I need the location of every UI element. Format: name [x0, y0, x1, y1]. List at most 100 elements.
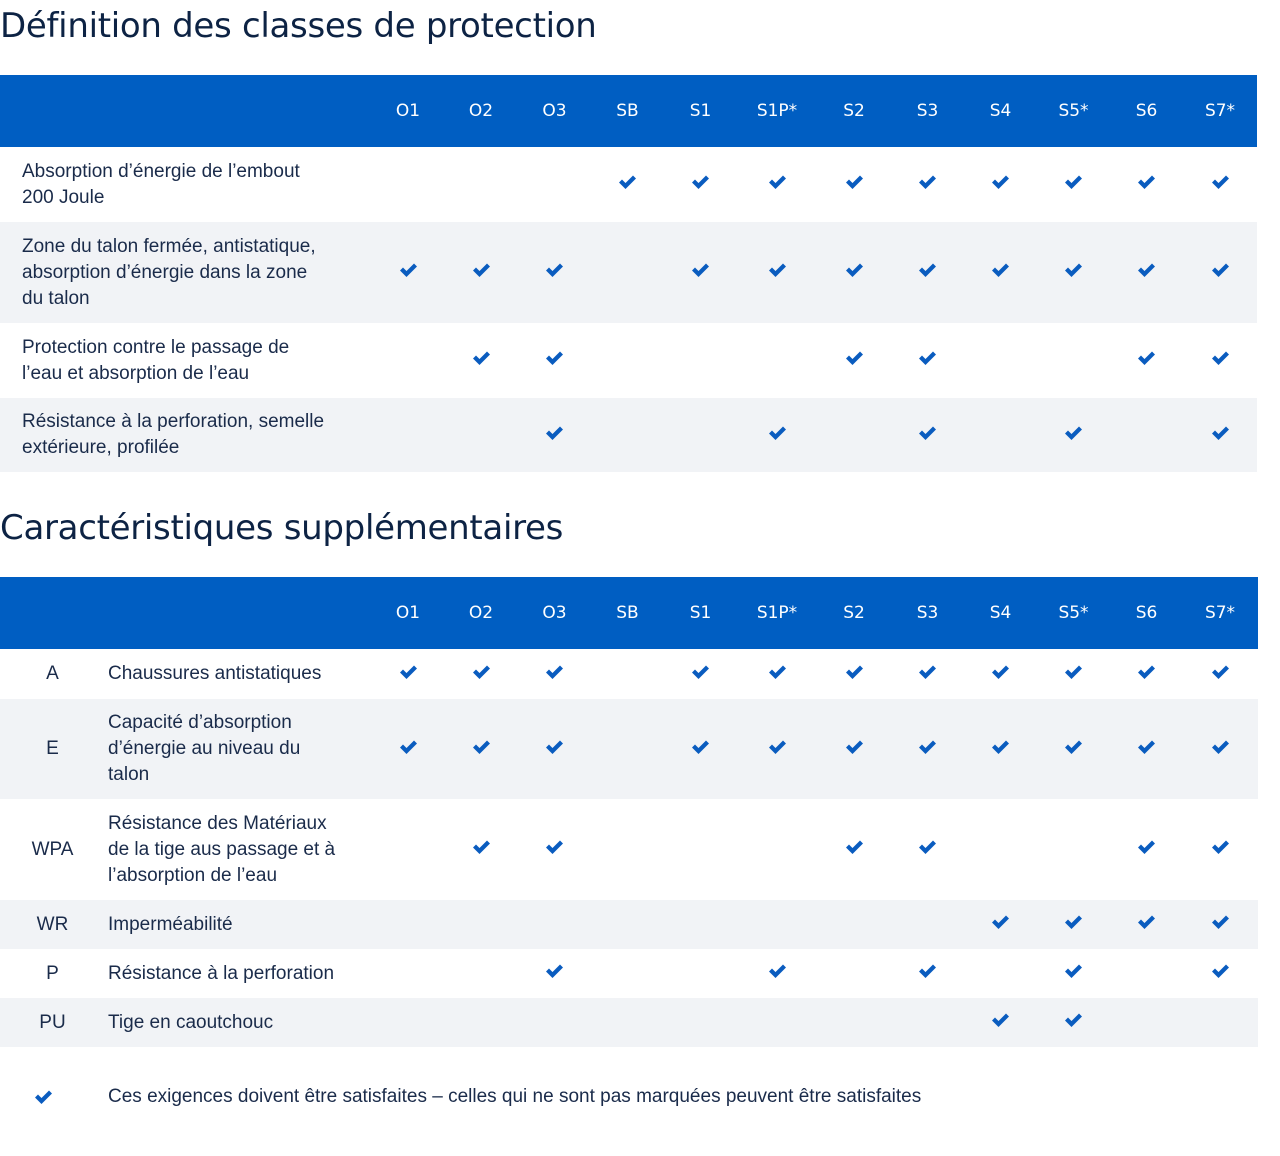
cell-checked: [964, 1012, 1037, 1033]
check-icon: [1064, 664, 1083, 685]
row-label: Résistance des Matériaux de la tige aus p…: [105, 811, 372, 889]
column-header-o3: O3: [542, 603, 567, 623]
column-header-sb: SB: [616, 603, 639, 623]
cell-checked: [372, 262, 444, 283]
check-icon: [545, 262, 564, 283]
cell-checked: [372, 739, 444, 760]
cell-checked: [1183, 174, 1257, 195]
row-label: Protection contre le passage de l’eau et …: [0, 335, 372, 387]
section2-title: Caractéristiques supplémentaires: [0, 508, 564, 548]
cell-checked: [1110, 174, 1183, 195]
column-header-sb: SB: [616, 101, 639, 121]
legend: Ces exigences doivent être satisfaites –…: [0, 1086, 921, 1108]
row-code: PU: [39, 1011, 66, 1033]
row-label-line: Absorption d’énergie de l’embout: [22, 160, 300, 182]
check-icon: [1137, 914, 1156, 935]
table-row: P Résistance à la perforation: [0, 949, 1258, 998]
check-icon: [918, 963, 937, 984]
check-icon: [1211, 262, 1230, 283]
column-header-s4: S4: [989, 603, 1012, 623]
table-row: WR Imperméabilité: [0, 900, 1258, 949]
cell-checked: [1037, 425, 1110, 446]
check-icon: [545, 963, 564, 984]
column-header-o1: O1: [395, 101, 421, 121]
cell-checked: [1110, 262, 1183, 283]
check-icon: [1137, 174, 1156, 195]
cell-checked: [817, 664, 891, 685]
column-header-s3: S3: [916, 101, 939, 121]
cell-checked: [518, 963, 591, 984]
cell-checked: [1037, 739, 1110, 760]
cell-checked: [1037, 1012, 1110, 1033]
check-icon: [918, 174, 937, 195]
check-icon: [1137, 739, 1156, 760]
cell-checked: [664, 262, 737, 283]
cell-checked: [444, 664, 518, 685]
cell-checked: [891, 262, 964, 283]
cell-checked: [664, 174, 737, 195]
check-icon: [1211, 914, 1230, 935]
table-row: A Chaussures antistatiques: [0, 649, 1258, 699]
column-header-s3: S3: [916, 603, 939, 623]
cell-checked: [891, 174, 964, 195]
check-icon: [768, 739, 787, 760]
check-icon: [1064, 963, 1083, 984]
column-header-o2: O2: [468, 603, 494, 623]
check-icon: [1064, 1012, 1083, 1033]
cell-checked: [1110, 914, 1183, 935]
cell-checked: [1037, 664, 1110, 685]
cell-checked: [817, 262, 891, 283]
cell-checked: [891, 839, 964, 860]
cell-checked: [737, 174, 817, 195]
check-icon: [1137, 664, 1156, 685]
row-label-line: du talon: [22, 287, 90, 309]
cell-checked: [891, 350, 964, 371]
check-icon: [1211, 839, 1230, 860]
cell-checked: [518, 425, 591, 446]
check-icon: [691, 664, 710, 685]
column-header-s1p-star: S1P*: [756, 101, 798, 121]
check-icon: [1137, 350, 1156, 371]
row-label-line: Résistance à la perforation, semelle: [22, 411, 325, 432]
check-icon: [768, 174, 787, 195]
check-icon: [1211, 664, 1230, 685]
cell-checked: [737, 739, 817, 760]
row-label-line: extérieure, profilée: [22, 437, 180, 458]
check-icon: [1211, 174, 1230, 195]
cell-checked: [1183, 664, 1257, 685]
cell-checked: [1183, 350, 1257, 371]
check-icon: [1211, 963, 1230, 984]
check-icon: [991, 664, 1010, 685]
column-header-s1: S1: [689, 603, 712, 623]
check-icon: [1064, 174, 1083, 195]
check-icon: [1064, 914, 1083, 935]
row-label-line: Capacité d’absorption: [108, 712, 292, 733]
cell-checked: [891, 425, 964, 446]
row-label-line: Protection contre le passage de: [22, 336, 290, 358]
check-icon: [1064, 262, 1083, 283]
row-label-line: absorption d’énergie dans la zone: [22, 261, 308, 283]
legend-text: Ces exigences doivent être satisfaites –…: [108, 1086, 922, 1107]
row-label-line: d’énergie au niveau du: [108, 738, 301, 759]
row-label-line: Résistance des Matériaux: [108, 812, 327, 834]
cell-checked: [891, 739, 964, 760]
check-icon: [845, 739, 864, 760]
check-icon: [399, 739, 418, 760]
cell-checked: [964, 914, 1037, 935]
table-header: O1 O2 O3 SB S1 S1P* S2 S3 S4 S5* S6 S7*: [0, 75, 1257, 147]
cell-checked: [1110, 839, 1183, 860]
check-icon: [991, 174, 1010, 195]
cell-checked: [1183, 839, 1257, 860]
row-label: Résistance à la perforation: [105, 961, 372, 987]
cell-checked: [737, 664, 817, 685]
cell-checked: [817, 839, 891, 860]
cell-checked: [737, 262, 817, 283]
row-label-line: Chaussures antistatiques: [108, 663, 322, 684]
row-label: Imperméabilité: [105, 912, 372, 938]
cell-checked: [444, 739, 518, 760]
cell-checked: [1183, 739, 1257, 760]
column-header-s5-star: S5*: [1058, 101, 1089, 121]
cell-checked: [444, 839, 518, 860]
protection-classes-table: O1 O2 O3 SB S1 S1P* S2 S3 S4 S5* S6 S7* Absorption d…: [0, 75, 1257, 472]
cell-checked: [518, 839, 591, 860]
